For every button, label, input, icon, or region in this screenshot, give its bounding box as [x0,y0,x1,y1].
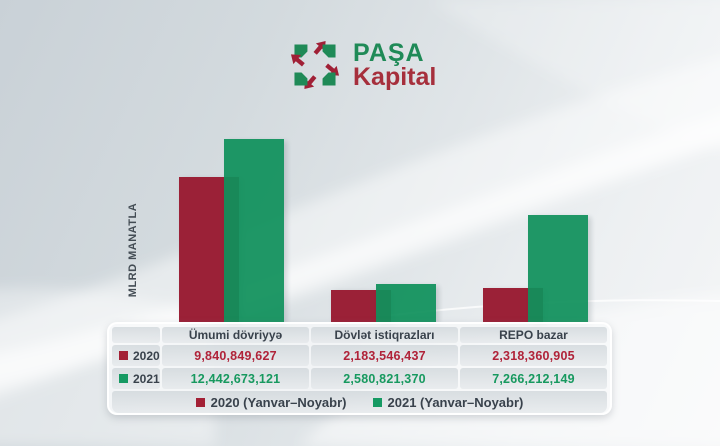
value-2021-repo: 7,266,212,149 [460,368,607,389]
chart-legend: 2020 (Yanvar–Noyabr) 2021 (Yanvar–Noyabr… [112,391,607,413]
bar-2021-category-2 [528,215,588,322]
value-2020-repo: 2,318,360,905 [460,345,607,366]
legend-2020-label: 2020 (Yanvar–Noyabr) [210,394,347,410]
row-label-2021: 2021 [112,368,160,389]
table-header-dovlet-istiqrazlari: Dövlət istiqrazları [311,327,458,343]
legend-item-2021: 2021 (Yanvar–Noyabr) [372,394,524,410]
value-2021-dovlet: 2,580,821,370 [311,368,458,389]
brand-name-kapital: Kapital [353,63,437,91]
table-header-umumi-dovriyye: Ümumi dövriyyə [162,327,309,343]
row-label-2020-text: 2020 [133,348,160,363]
2020-color-swatch [119,351,128,360]
brand-wordmark: PAŞA Kapital [353,39,437,91]
value-2021-umumi: 12,442,673,121 [162,368,309,389]
legend-2020-swatch [195,397,205,407]
bar-2021-category-1 [376,284,436,322]
y-axis-label: MLRD MANATLA [127,202,139,298]
legend-2021-swatch [372,397,382,407]
pasha-kapital-logo-icon [290,40,340,90]
table-header-repo-bazar: REPO bazar [460,327,607,343]
value-2020-dovlet: 2,183,546,437 [311,345,458,366]
table-header-empty [112,327,160,343]
legend-item-2020: 2020 (Yanvar–Noyabr) [195,394,347,410]
brand-logo: PAŞA Kapital [288,38,436,92]
2021-color-swatch [119,374,128,383]
brand-name-pasa: PAŞA [353,39,425,67]
legend-2021-label: 2021 (Yanvar–Noyabr) [387,394,524,410]
row-label-2020: 2020 [112,345,160,366]
bar-2021-category-0 [224,139,284,322]
row-label-2021-text: 2021 [133,371,160,386]
data-table: Ümumi dövriyyə Dövlət istiqrazları REPO … [107,322,612,415]
value-2020-umumi: 9,840,849,627 [162,345,309,366]
